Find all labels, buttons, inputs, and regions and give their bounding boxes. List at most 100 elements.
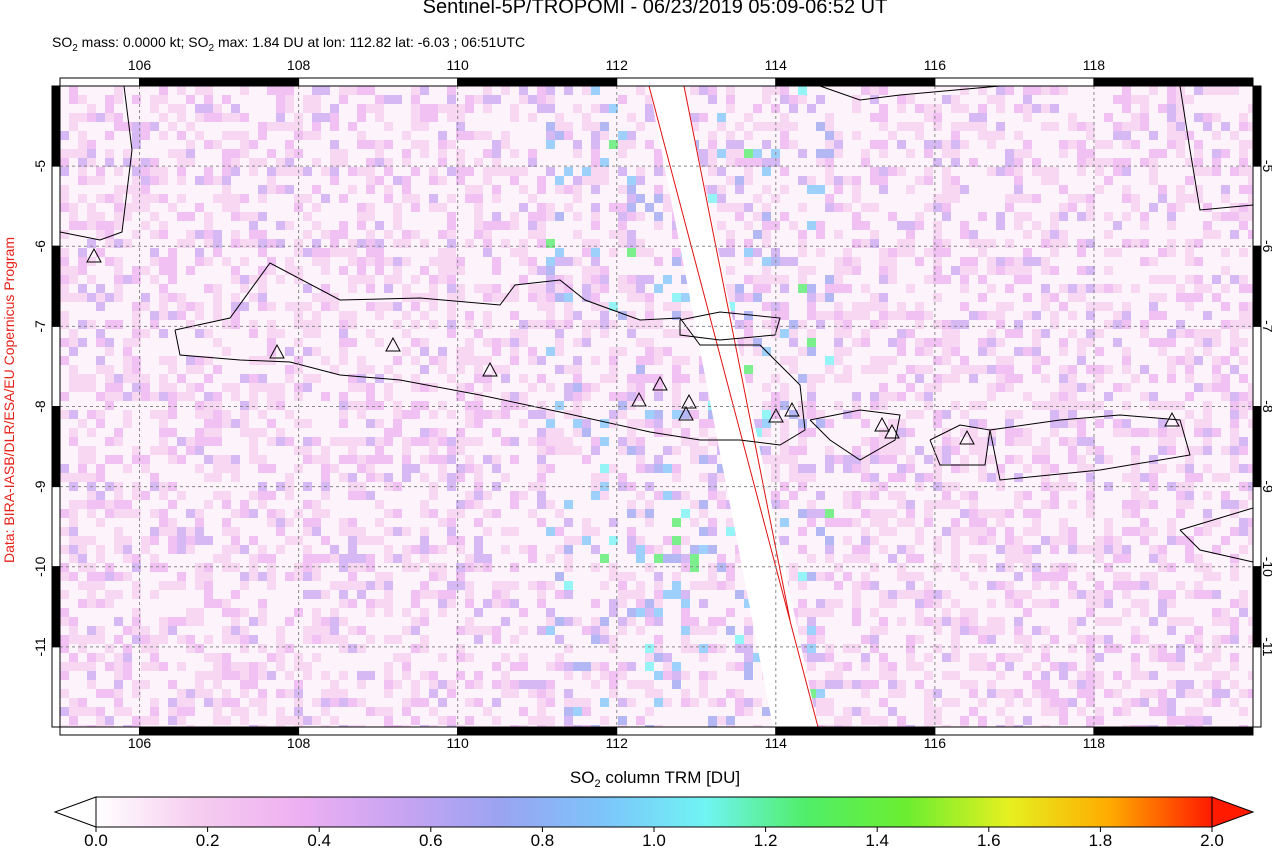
so2-pixel	[213, 599, 222, 608]
so2-pixel	[240, 689, 249, 698]
so2-pixel	[771, 392, 780, 401]
so2-pixel	[456, 257, 465, 266]
so2-pixel	[1032, 509, 1041, 518]
so2-pixel	[825, 545, 834, 554]
so2-pixel	[852, 266, 861, 275]
so2-pixel	[555, 347, 564, 356]
so2-pixel	[348, 122, 357, 131]
so2-pixel	[789, 338, 798, 347]
so2-pixel	[132, 140, 141, 149]
so2-pixel	[402, 185, 411, 194]
so2-pixel	[1230, 662, 1239, 671]
so2-pixel	[375, 266, 384, 275]
so2-pixel	[510, 284, 519, 293]
so2-pixel	[1194, 284, 1203, 293]
so2-pixel	[663, 428, 672, 437]
so2-pixel	[582, 428, 591, 437]
so2-pixel	[537, 239, 546, 248]
so2-pixel	[1167, 563, 1176, 572]
so2-pixel	[438, 401, 447, 410]
so2-pixel	[195, 257, 204, 266]
so2-pixel	[591, 275, 600, 284]
so2-pixel	[78, 464, 87, 473]
so2-pixel	[519, 608, 528, 617]
so2-pixel	[744, 644, 753, 653]
so2-pixel	[780, 383, 789, 392]
so2-pixel	[573, 140, 582, 149]
so2-pixel	[240, 428, 249, 437]
so2-pixel	[114, 320, 123, 329]
so2-pixel	[492, 167, 501, 176]
so2-pixel	[600, 374, 609, 383]
so2-pixel	[807, 383, 816, 392]
so2-pixel	[303, 302, 312, 311]
so2-pixel	[762, 401, 771, 410]
so2-pixel	[429, 437, 438, 446]
so2-pixel	[1050, 221, 1059, 230]
so2-pixel	[663, 347, 672, 356]
so2-pixel	[267, 401, 276, 410]
so2-pixel	[204, 221, 213, 230]
so2-pixel	[222, 113, 231, 122]
so2-pixel	[474, 635, 483, 644]
so2-pixel	[420, 122, 429, 131]
so2-pixel	[492, 293, 501, 302]
so2-pixel	[546, 239, 555, 248]
so2-pixel	[1122, 707, 1131, 716]
so2-pixel	[510, 455, 519, 464]
so2-pixel	[375, 113, 384, 122]
so2-pixel	[798, 203, 807, 212]
so2-pixel	[1131, 527, 1140, 536]
so2-pixel	[213, 428, 222, 437]
so2-pixel	[186, 689, 195, 698]
so2-pixel	[60, 230, 69, 239]
so2-pixel	[1023, 86, 1032, 95]
so2-pixel	[1131, 446, 1140, 455]
so2-pixel	[1176, 581, 1185, 590]
so2-pixel	[1149, 545, 1158, 554]
so2-pixel	[339, 248, 348, 257]
so2-pixel	[978, 635, 987, 644]
so2-pixel	[1005, 716, 1014, 725]
so2-pixel	[366, 671, 375, 680]
so2-pixel	[312, 374, 321, 383]
so2-pixel	[744, 662, 753, 671]
so2-pixel	[312, 221, 321, 230]
so2-pixel	[978, 293, 987, 302]
so2-pixel	[114, 572, 123, 581]
so2-pixel	[141, 392, 150, 401]
so2-pixel	[1068, 536, 1077, 545]
so2-pixel	[366, 437, 375, 446]
so2-pixel	[942, 437, 951, 446]
so2-pixel	[1194, 185, 1203, 194]
so2-pixel	[528, 257, 537, 266]
so2-pixel	[1239, 122, 1248, 131]
so2-pixel	[834, 455, 843, 464]
so2-pixel	[249, 617, 258, 626]
so2-pixel	[501, 374, 510, 383]
so2-pixel	[465, 419, 474, 428]
so2-pixel	[96, 365, 105, 374]
so2-pixel	[924, 500, 933, 509]
y-tick-label: -6	[1260, 240, 1272, 253]
so2-pixel	[780, 446, 789, 455]
so2-pixel	[1014, 212, 1023, 221]
so2-pixel	[285, 374, 294, 383]
so2-pixel	[132, 95, 141, 104]
so2-pixel	[906, 590, 915, 599]
so2-pixel	[366, 158, 375, 167]
so2-pixel	[609, 320, 618, 329]
so2-pixel	[825, 131, 834, 140]
so2-pixel	[69, 86, 78, 95]
so2-pixel	[915, 617, 924, 626]
so2-pixel	[231, 239, 240, 248]
so2-pixel	[582, 419, 591, 428]
so2-pixel	[330, 437, 339, 446]
so2-pixel	[420, 428, 429, 437]
so2-pixel	[744, 257, 753, 266]
so2-pixel	[456, 392, 465, 401]
so2-pixel	[429, 563, 438, 572]
so2-pixel	[1104, 140, 1113, 149]
so2-pixel	[825, 275, 834, 284]
so2-pixel	[249, 383, 258, 392]
